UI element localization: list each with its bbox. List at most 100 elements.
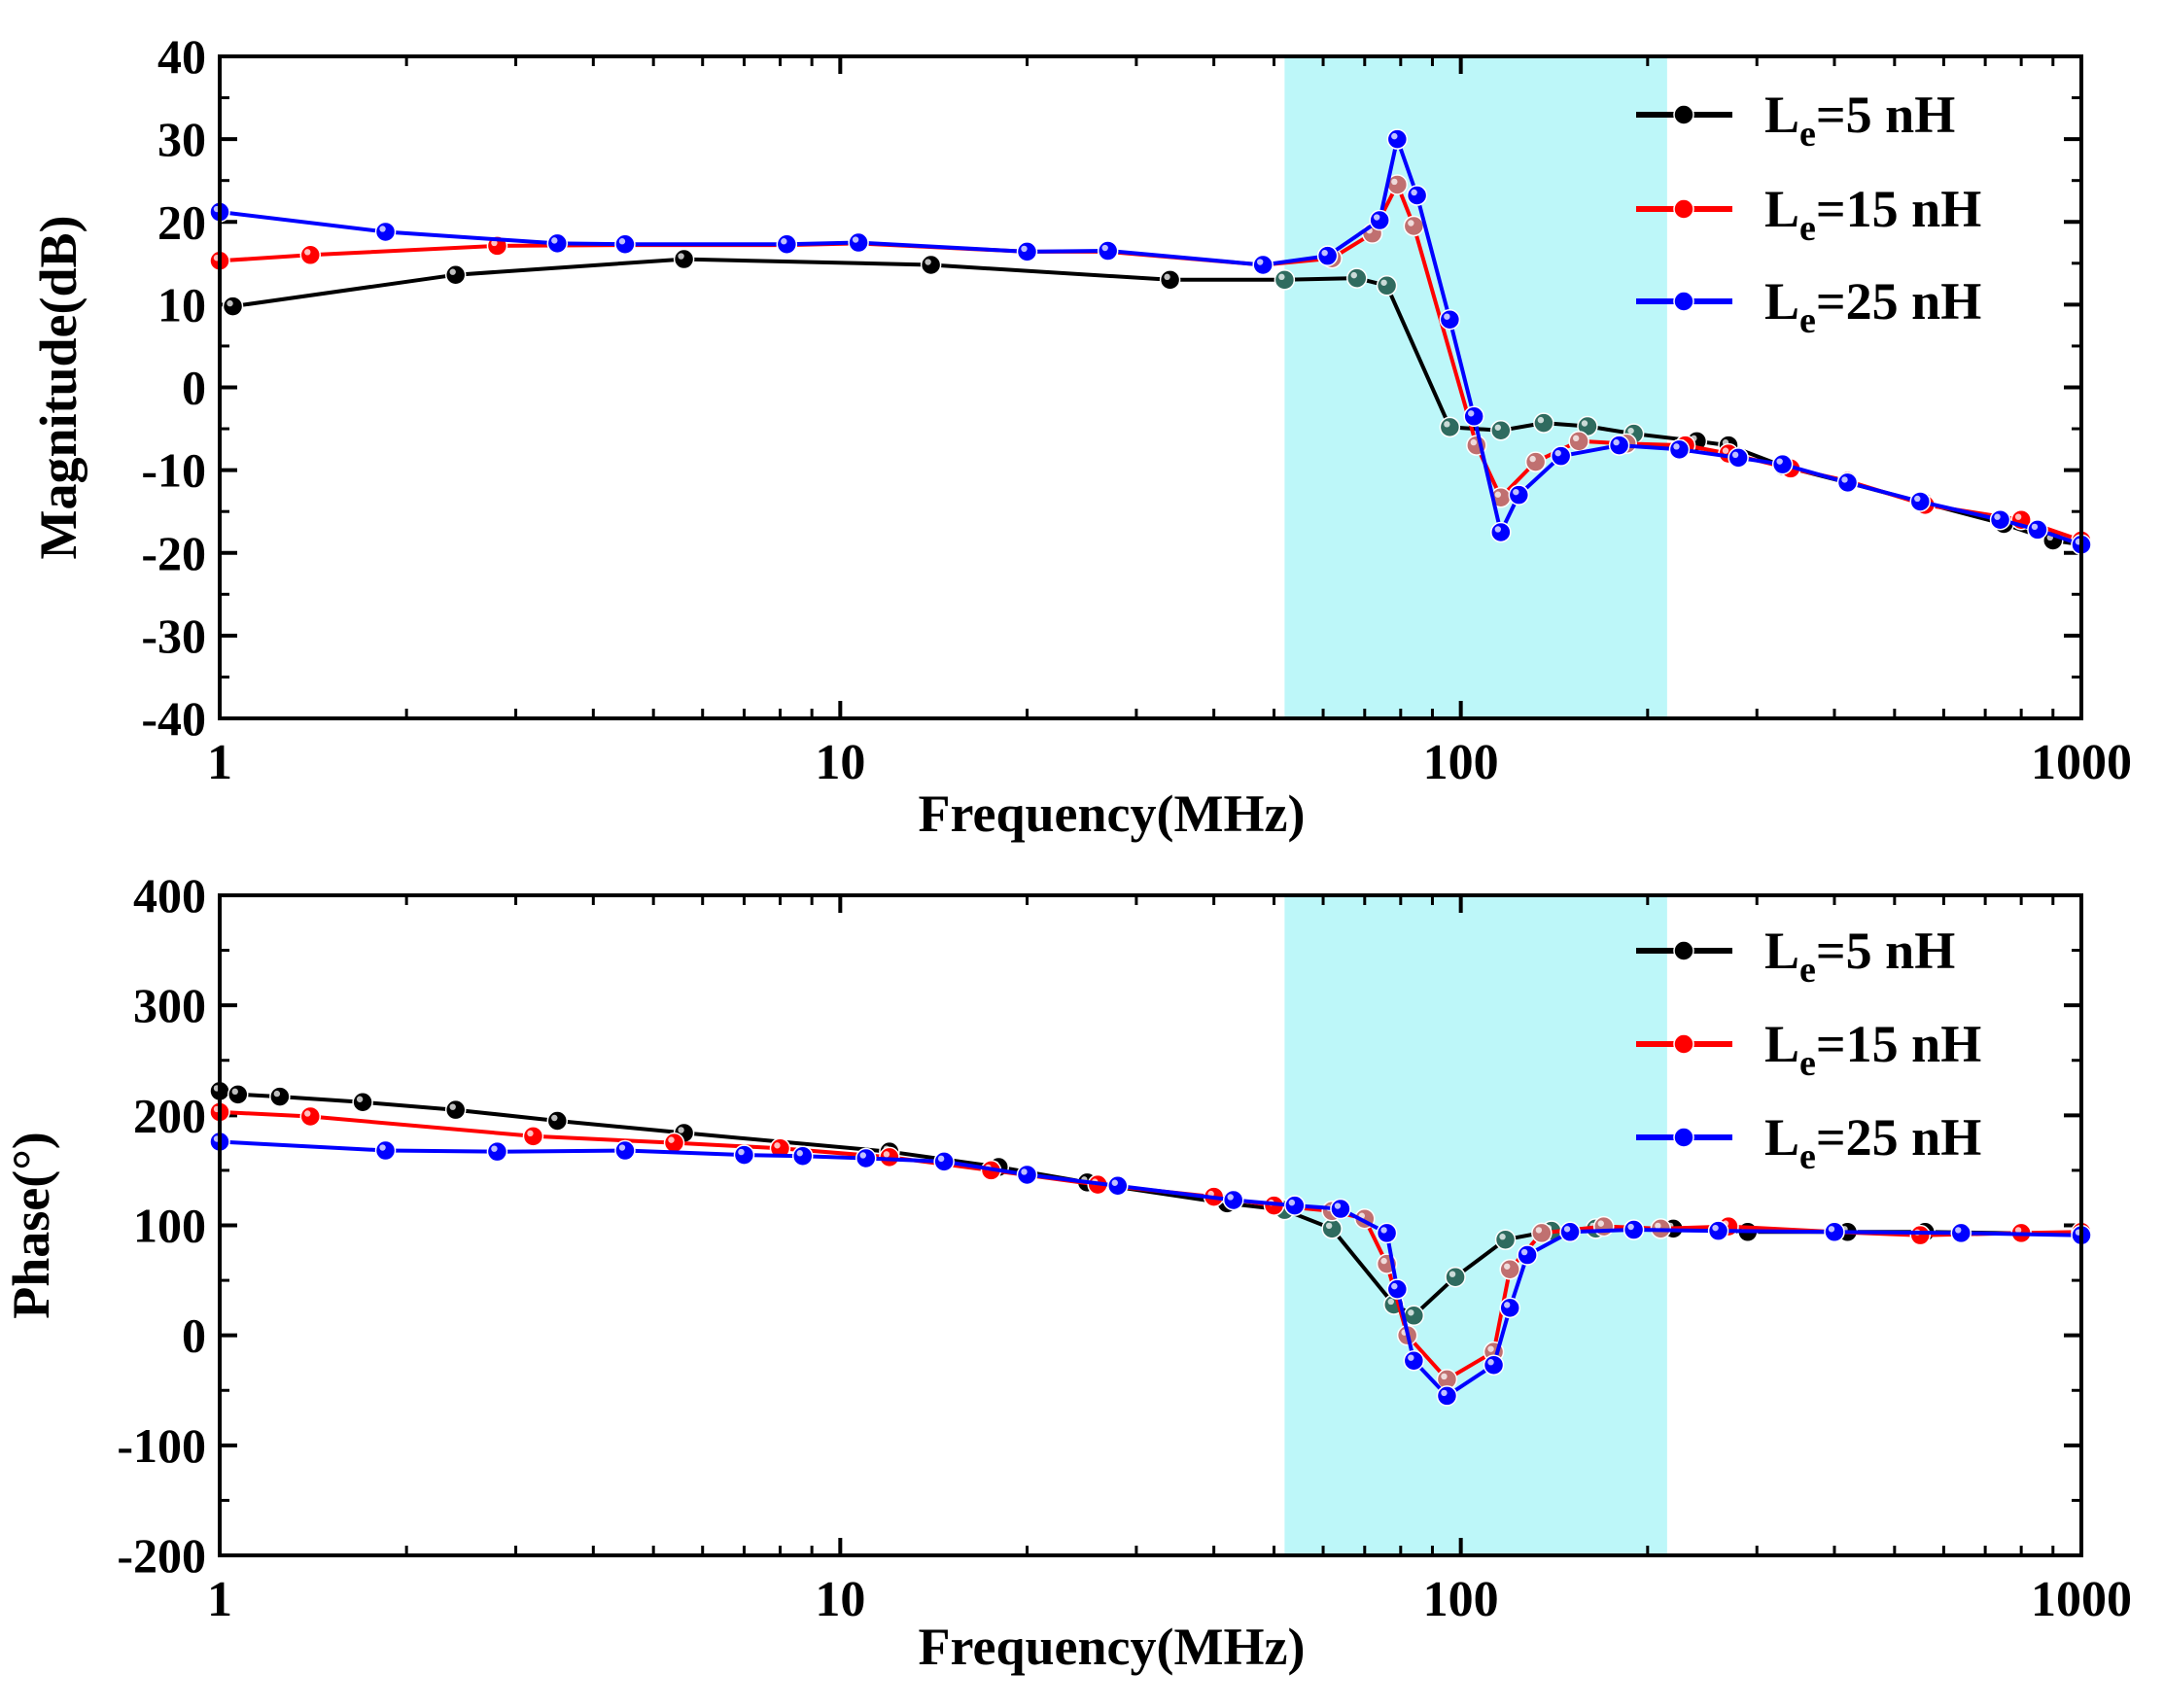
y-tick-label: 30 — [157, 112, 206, 166]
data-point — [855, 1147, 877, 1169]
legend-label-main: L — [1764, 272, 1799, 331]
data-point — [1222, 1189, 1244, 1211]
highlight-band — [1284, 56, 1667, 718]
data-point-highlight — [1487, 1359, 1494, 1366]
legend-marker — [1673, 1127, 1694, 1148]
legend-label-sub: e — [1799, 114, 1816, 155]
data-point-highlight — [379, 226, 386, 232]
data-point-highlight — [1444, 421, 1450, 428]
legend-item-2: Le=25 nH — [1636, 1108, 1981, 1177]
data-point-highlight — [1613, 438, 1620, 446]
y-axis-label: Magnitude(dB) — [29, 215, 87, 559]
data-point — [486, 1140, 508, 1163]
data-point-highlight — [1021, 245, 1028, 253]
data-point-highlight — [1325, 1222, 1333, 1230]
data-point-highlight — [1494, 424, 1502, 431]
legend-label-sub: e — [1799, 208, 1816, 249]
legend-marker — [1673, 1033, 1694, 1055]
data-point-highlight — [1387, 1298, 1394, 1306]
data-point-highlight — [527, 1130, 534, 1137]
data-point-highlight — [738, 1148, 745, 1156]
data-point-highlight — [937, 1155, 945, 1163]
data-point-highlight — [1321, 249, 1328, 257]
data-point — [1386, 128, 1409, 150]
data-point — [299, 1105, 322, 1128]
data-point-highlight — [1111, 1179, 1118, 1186]
legend-label-main: L — [1764, 922, 1799, 980]
data-point — [1376, 275, 1398, 296]
data-point-highlight — [1408, 220, 1414, 227]
data-point — [1533, 412, 1554, 434]
data-point-highlight — [883, 1151, 890, 1158]
data-point-highlight — [618, 238, 626, 245]
data-point — [1483, 1354, 1505, 1376]
y-tick-label: -100 — [117, 1418, 206, 1473]
data-point-highlight — [1563, 1226, 1571, 1233]
x-axis-label: Frequency(MHz) — [919, 784, 1306, 843]
y-tick-label: 20 — [157, 194, 206, 249]
data-point-highlight — [1529, 455, 1536, 463]
data-point — [1369, 209, 1390, 231]
data-point — [1494, 1229, 1517, 1250]
y-tick-label: 0 — [182, 1308, 206, 1363]
data-point — [1608, 435, 1630, 456]
series-line — [219, 137, 2082, 547]
data-point — [1321, 1218, 1343, 1239]
legend-label-sub: e — [1799, 1043, 1816, 1084]
data-point-highlight — [1408, 1309, 1414, 1316]
legend-label: Le=15 nH — [1764, 180, 1981, 249]
data-point-highlight — [273, 1090, 281, 1098]
legend-label: Le=5 nH — [1764, 86, 1955, 155]
data-point — [1403, 1305, 1425, 1327]
data-point — [1316, 245, 1339, 266]
data-point — [1668, 438, 1691, 461]
data-point-highlight — [678, 253, 684, 260]
data-point-highlight — [1373, 214, 1380, 221]
data-point — [1445, 1266, 1466, 1288]
legend-item-1: Le=15 nH — [1636, 1015, 1981, 1084]
y-tick-label: 40 — [157, 29, 206, 84]
data-point-highlight — [1487, 1345, 1494, 1352]
data-point-highlight — [1350, 271, 1357, 279]
data-point — [2027, 519, 2048, 540]
data-point — [733, 1144, 755, 1166]
data-point-highlight — [678, 1127, 684, 1133]
data-point — [1550, 445, 1572, 467]
plot-frame — [218, 54, 2083, 720]
y-axis-label: Phase(°) — [2, 1132, 60, 1319]
data-point-highlight — [1278, 273, 1285, 281]
data-point-highlight — [1380, 1227, 1387, 1234]
data-point — [1824, 1221, 1845, 1243]
data-point-highlight — [356, 1096, 364, 1102]
legend-marker — [1673, 104, 1694, 125]
data-point-highlight — [449, 268, 456, 275]
data-point — [352, 1092, 373, 1113]
y-tick-label: -10 — [141, 443, 206, 498]
data-point-highlight — [551, 237, 558, 244]
data-point-highlight — [1535, 1227, 1543, 1234]
legend-label-main: L — [1764, 86, 1799, 144]
data-point — [614, 233, 636, 255]
data-point-highlight — [618, 1144, 626, 1151]
data-point — [1568, 431, 1589, 452]
data-point-highlight — [1499, 1234, 1506, 1240]
data-point — [776, 233, 798, 255]
y-tick-label: 400 — [133, 868, 206, 923]
data-point — [1707, 1220, 1729, 1241]
data-point-highlight — [1537, 416, 1545, 424]
data-point — [1593, 1215, 1615, 1237]
data-point-highlight — [1572, 435, 1580, 442]
legend-label: Le=15 nH — [1764, 1015, 1981, 1084]
data-point — [546, 1110, 569, 1132]
data-point — [1284, 1195, 1306, 1216]
data-point-highlight — [1520, 1248, 1528, 1256]
data-point-highlight — [1627, 427, 1634, 435]
data-point — [1436, 1385, 1458, 1407]
data-point-highlight — [1334, 1203, 1342, 1209]
x-tick-label: 1000 — [2031, 1572, 2132, 1627]
data-point-highlight — [1712, 1224, 1719, 1232]
data-point — [1159, 269, 1181, 291]
data-point-highlight — [859, 1152, 866, 1159]
data-point-highlight — [1581, 420, 1588, 427]
x-tick-label: 100 — [1423, 1572, 1499, 1627]
